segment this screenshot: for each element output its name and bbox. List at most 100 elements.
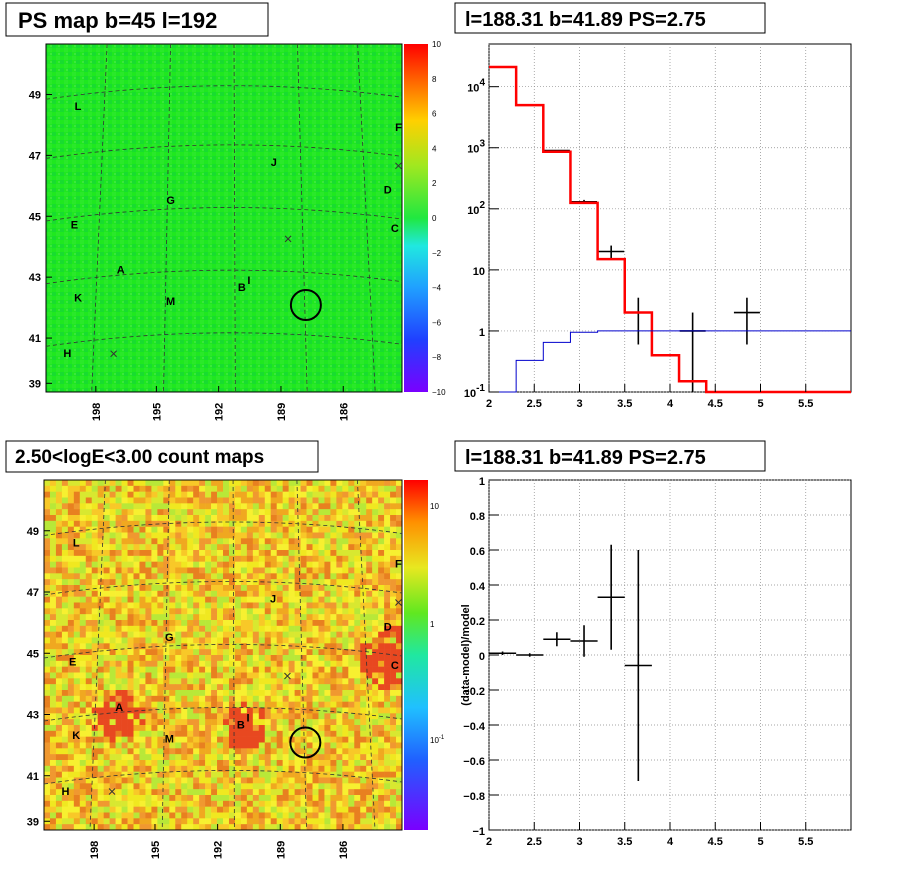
count-map-cell (282, 655, 289, 662)
count-map-cell (366, 631, 373, 638)
count-map-cell (133, 760, 140, 767)
count-map-cell (378, 684, 385, 691)
count-map-cell (223, 643, 230, 650)
count-map-cell (151, 655, 158, 662)
count-map-cell (288, 485, 295, 492)
count-map-cell (205, 596, 212, 603)
count-map-cell (205, 544, 212, 551)
count-map-cell (348, 707, 355, 714)
count-map-cell (246, 573, 254, 580)
count-map-cell (145, 649, 152, 656)
count-map-cell (252, 497, 260, 504)
count-map-cell (127, 754, 134, 761)
count-map-cell (211, 649, 218, 656)
count-map-cell (324, 795, 331, 802)
count-map-cell (133, 754, 140, 761)
count-map-cell (264, 590, 272, 597)
count-map-cell (175, 771, 182, 778)
count-map-cell (157, 503, 164, 510)
count-map-cell (372, 503, 379, 510)
count-map-cell (312, 538, 319, 545)
count-map-cell (67, 672, 75, 679)
count-map-cell (354, 695, 361, 702)
count-map-cell (258, 497, 266, 504)
count-map-cell (181, 783, 188, 790)
count-map-cell (360, 725, 367, 732)
count-map-cell (252, 771, 260, 778)
count-map-cell (193, 602, 200, 609)
count-map-cell (121, 520, 128, 527)
count-map-cell (67, 824, 75, 831)
count-map-cell (348, 736, 355, 743)
count-map-cell (115, 561, 122, 568)
count-map-cell (300, 678, 307, 685)
count-map-cell (246, 491, 254, 498)
count-map-cell (330, 579, 337, 586)
count-map-cell (360, 649, 367, 656)
count-map-cell (193, 515, 200, 522)
count-map-cell (330, 672, 337, 679)
count-map-cell (73, 800, 81, 807)
count-map-cell (228, 509, 236, 516)
count-map-cell (79, 736, 87, 743)
count-map-cell (300, 631, 307, 638)
count-map-cell (103, 526, 110, 533)
count-map-cell (211, 771, 218, 778)
count-map-cell (73, 480, 81, 487)
count-map-cell (139, 725, 146, 732)
count-map-cell (372, 602, 379, 609)
count-map-cell (121, 485, 128, 492)
count-map-cell (85, 643, 93, 650)
count-map-cell (282, 480, 289, 487)
count-map-cell (44, 760, 51, 767)
count-map-cell (85, 655, 93, 662)
spectrum-xtick-label: 3.5 (617, 398, 632, 410)
count-map-cell (312, 625, 319, 632)
count-map-cell (336, 520, 343, 527)
count-map-cell (312, 631, 319, 638)
count-map-cell (354, 783, 361, 790)
count-map-cell (79, 748, 87, 755)
count-map-cell (205, 608, 212, 615)
count-map-cell (127, 707, 134, 714)
count-map-cell (330, 701, 337, 708)
count-map-cell (223, 818, 230, 825)
count-map-cell (139, 783, 146, 790)
count-map-cell (49, 550, 57, 557)
count-map-cell (85, 707, 93, 714)
count-map-cell (372, 806, 379, 813)
count-map-cell (282, 555, 289, 562)
count-map-cell (234, 684, 242, 691)
count-map-cell (145, 544, 152, 551)
count-map-cell (223, 596, 230, 603)
count-map-cell (115, 485, 122, 492)
count-map-cell (187, 515, 194, 522)
count-map-cell (55, 690, 63, 697)
count-map-cell (169, 765, 176, 772)
count-map-cell (61, 736, 69, 743)
count-map-cell (193, 824, 200, 831)
count-map-cell (240, 754, 248, 761)
count-map-cell (85, 795, 93, 802)
count-map-cell (115, 678, 122, 685)
count-map-cell (217, 550, 224, 557)
count-map-cell (228, 730, 236, 737)
count-map-cell (223, 806, 230, 813)
count-map-cell (294, 509, 301, 516)
count-map-cell (103, 555, 110, 562)
count-map-cell (109, 649, 116, 656)
count-map-cell (336, 800, 343, 807)
count-map-cell (258, 585, 266, 592)
count-map-cell (205, 818, 212, 825)
count-map-cell (312, 555, 319, 562)
count-map-cell (133, 690, 140, 697)
count-map-cell (360, 655, 367, 662)
count-map-cell (121, 497, 128, 504)
count-map-cell (223, 777, 230, 784)
count-map-cell (330, 789, 337, 796)
count-map-cell (85, 765, 93, 772)
count-map-cell (121, 760, 128, 767)
count-map-cross-marker (395, 599, 402, 606)
count-map-cell (103, 515, 110, 522)
